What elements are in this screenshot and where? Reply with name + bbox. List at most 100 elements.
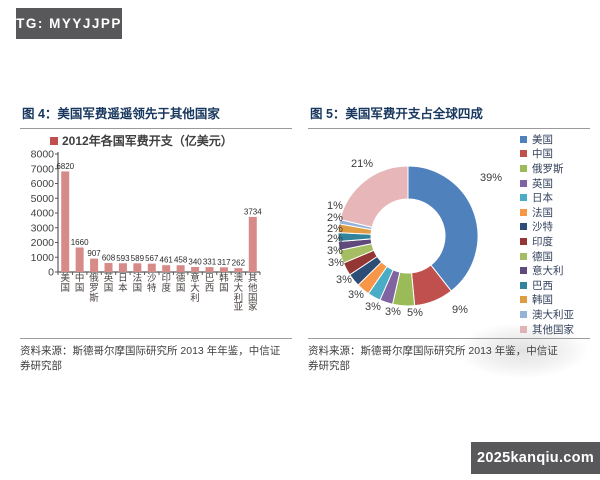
figure-5-source-line2: 券研究部 [308, 359, 350, 372]
legend-item-美国: 美国 [520, 132, 574, 147]
x-category-label: 美国 [60, 273, 70, 294]
bar-美国 [61, 171, 70, 272]
figure-4-legend: 2012年各国军费开支（亿美元） [50, 132, 233, 149]
pct-label-英国: 3% [385, 306, 401, 318]
legend-marker-square [50, 136, 58, 145]
figure-5-source-line1: 资料来源：斯德哥尔摩国际研究所 2013 年鉴，中信证 [308, 345, 558, 357]
bar-value-label: 6820 [56, 162, 74, 171]
bar-巴西 [205, 267, 214, 272]
pct-label-韩国: 2% [327, 212, 343, 224]
legend-item-label: 法国 [532, 206, 553, 219]
bar-value-label: 567 [145, 254, 159, 263]
y-tick-label: 7000 [31, 163, 55, 175]
legend-item-label: 英国 [532, 177, 553, 190]
pct-label-沙特: 3% [336, 274, 352, 286]
bar-chart-category-labels: 美国 中国 俄罗斯 英国 日本 法国 沙特 印度 德国 意大利 巴西 韩国 澳大利亚 其他国家 [20, 274, 292, 334]
bar-value-label: 461 [160, 256, 174, 265]
pie-slice-其他国家 [339, 165, 409, 228]
legend-item-label: 其他国家 [532, 323, 574, 336]
pie-slice-美国 [407, 165, 479, 292]
legend-marker-square [520, 194, 527, 202]
legend-marker-square [520, 237, 527, 245]
y-tick-label: 8000 [31, 149, 55, 161]
bar-中国 [75, 247, 84, 272]
x-category-label: 印度 [161, 273, 171, 294]
bar-value-label: 317 [217, 258, 231, 267]
figure-4-legend-label: 2012年各国军费开支（亿美元） [62, 134, 233, 148]
pct-label-意大利: 2% [327, 233, 343, 245]
legend-marker-square [520, 208, 527, 216]
bar-其他国家 [248, 216, 257, 272]
bar-value-label: 262 [232, 259, 246, 268]
bar-日本 [118, 263, 127, 272]
donut-chart-canvas [337, 165, 479, 307]
legend-item-label: 意大利 [532, 265, 564, 278]
legend-marker-square [520, 252, 527, 260]
x-category-label: 英国 [103, 273, 114, 294]
bar-value-label: 608 [102, 254, 116, 263]
legend-item-label: 日本 [532, 192, 553, 205]
pct-label-俄罗斯: 5% [407, 307, 423, 319]
bar-意大利 [191, 266, 200, 272]
y-tick-label: 1000 [31, 252, 55, 264]
figure-5-legend: 美国中国 俄罗斯英国日本 法国沙特 印度 德国意大利 巴西 韩国 澳大利亚其他国家 [520, 132, 574, 336]
legend-item-巴西: 巴西 [520, 278, 574, 293]
legend-item-意大利: 意大利 [520, 263, 574, 278]
legend-marker-square [520, 296, 527, 304]
pct-label-印度: 3% [328, 257, 344, 269]
bar-德国 [176, 265, 185, 272]
legend-marker-square [520, 325, 527, 333]
legend-item-法国: 法国 [520, 205, 574, 220]
legend-item-label: 美国 [532, 133, 553, 146]
legend-item-俄罗斯: 俄罗斯 [520, 161, 574, 176]
legend-marker-square [520, 150, 527, 158]
legend-item-中国: 中国 [520, 147, 574, 162]
bar-value-label: 3734 [244, 207, 262, 216]
bar-value-label: 458 [174, 256, 188, 265]
tg-watermark-badge: TG: MYYJJPP [16, 8, 122, 39]
legend-item-日本: 日本 [520, 190, 574, 205]
y-tick-label: 3000 [31, 222, 55, 234]
bar-value-label: 1660 [71, 238, 89, 247]
legend-marker-square [520, 135, 527, 143]
figure-5-title: 图 5：美国军费开支占全球四成 [308, 98, 590, 129]
bar-法国 [133, 263, 142, 272]
legend-item-label: 澳大利亚 [532, 308, 574, 321]
legend-item-其他国家: 其他国家 [520, 322, 574, 337]
x-category-label: 澳大利亚 [233, 273, 244, 314]
legend-marker-square [520, 281, 527, 289]
bar-俄罗斯 [90, 258, 99, 272]
bar-value-label: 593 [116, 254, 130, 263]
y-tick-label: 5000 [31, 193, 55, 205]
bar-英国 [104, 263, 113, 272]
x-category-label: 沙特 [147, 273, 157, 294]
site-watermark-text: 2025kanqiu.com [476, 450, 595, 466]
pct-label-中国: 9% [452, 304, 468, 316]
legend-marker-square [520, 310, 527, 318]
legend-marker-square [520, 179, 527, 187]
legend-item-德国: 德国 [520, 249, 574, 264]
site-watermark-badge: 2025kanqiu.com [471, 442, 600, 474]
legend-item-韩国: 韩国 [520, 293, 574, 308]
bar-value-label: 907 [87, 249, 101, 258]
legend-item-label: 中国 [532, 148, 553, 161]
bar-value-label: 589 [131, 254, 145, 263]
legend-item-label: 德国 [532, 250, 553, 263]
legend-item-label: 沙特 [532, 221, 553, 234]
legend-item-印度: 印度 [520, 234, 574, 249]
x-category-label: 中国 [74, 273, 85, 294]
legend-marker-square [520, 223, 527, 231]
y-tick-label: 0 [48, 267, 54, 279]
pct-label-巴西: 2% [327, 223, 343, 235]
pct-label-德国: 3% [327, 245, 343, 257]
pct-label-美国: 39% [479, 172, 503, 184]
x-category-label: 意大利 [190, 273, 200, 304]
legend-item-label: 俄罗斯 [532, 162, 564, 175]
figure-4-source: 资料来源：斯德哥尔摩国际研究所 2013 年年鉴，中信证 券研究部 [20, 338, 292, 373]
bar-value-label: 331 [203, 258, 217, 267]
bar-澳大利亚 [234, 268, 243, 272]
y-tick-label: 2000 [31, 237, 55, 249]
pct-label-澳大利亚: 1% [327, 200, 343, 212]
